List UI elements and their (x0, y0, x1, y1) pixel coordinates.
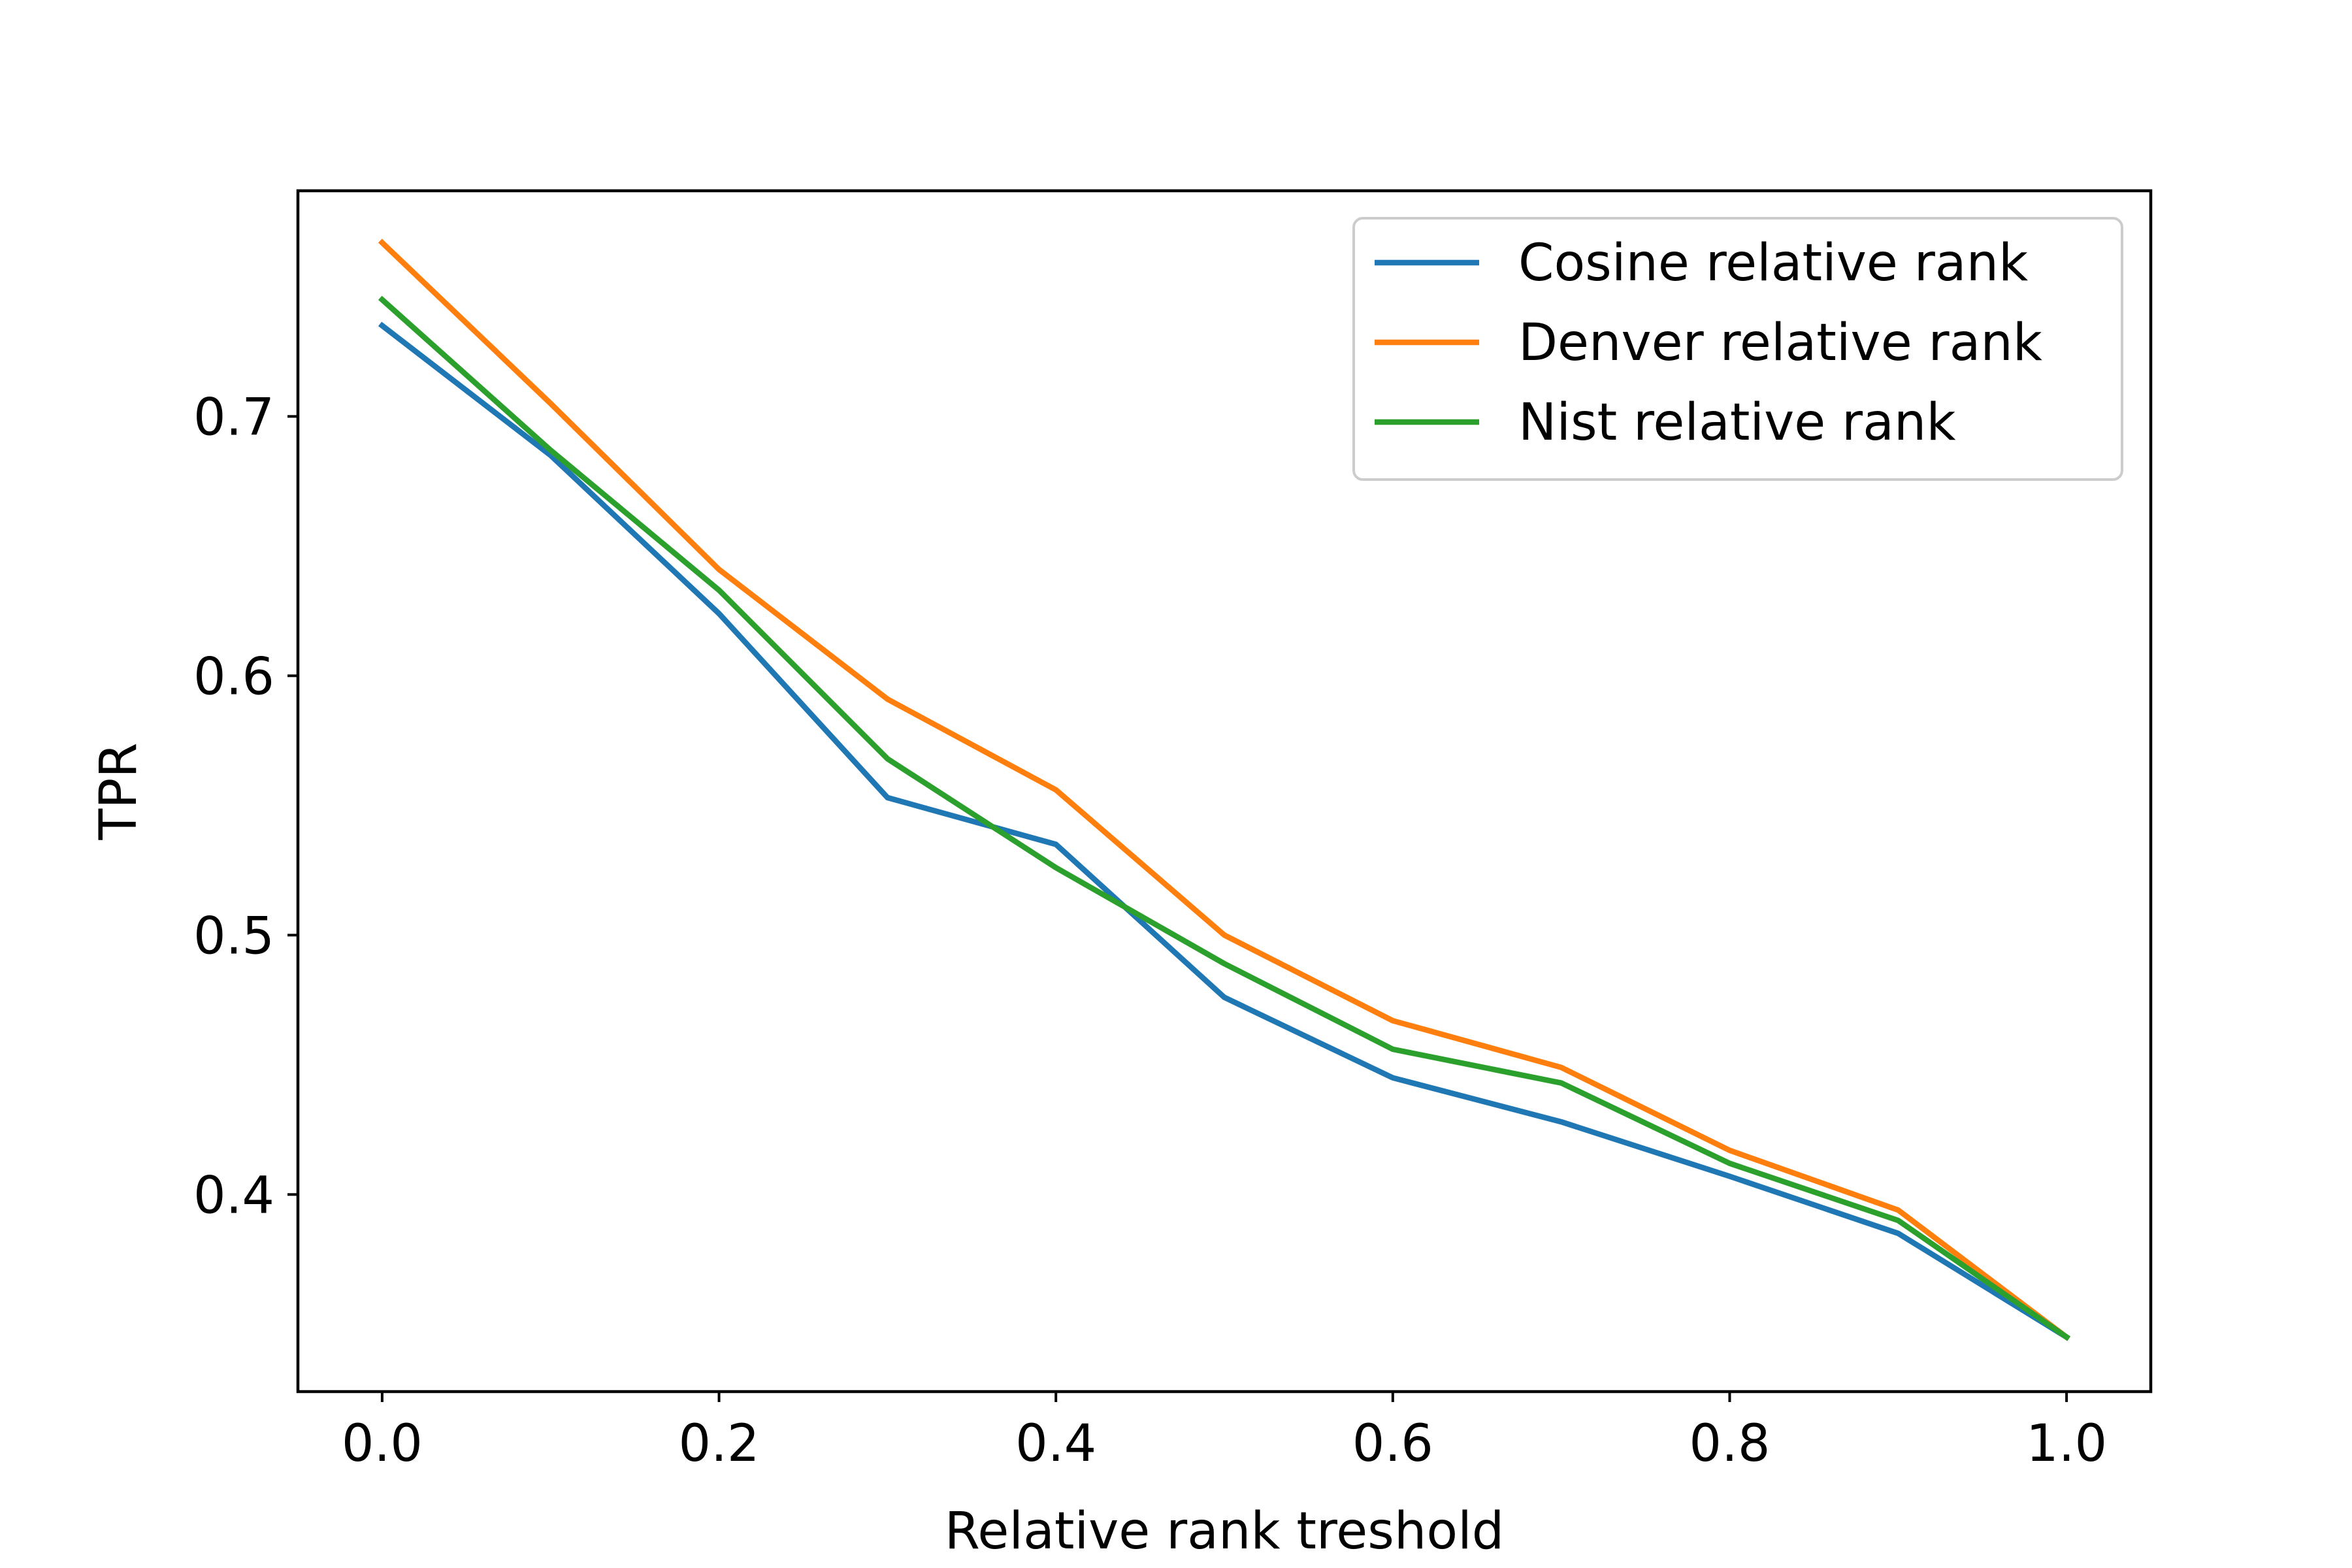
x-tick-label: 0.4 (1015, 1414, 1096, 1473)
x-tick-label: 0.2 (679, 1414, 760, 1473)
y-tick-label: 0.6 (193, 647, 274, 706)
x-tick-label: 0.6 (1352, 1414, 1433, 1473)
legend: Cosine relative rank Denver relative rank… (1352, 217, 2123, 481)
plot-frame (296, 189, 2153, 1394)
legend-label: Denver relative rank (1518, 314, 2042, 372)
y-tick-label: 0.7 (193, 388, 274, 447)
series-lines (378, 238, 2071, 1341)
legend-label: Cosine relative rank (1518, 234, 2028, 293)
y-tick-label: 0.4 (193, 1166, 274, 1225)
legend-label: Nist relative rank (1518, 393, 1956, 452)
x-tick-label: 0.8 (1689, 1414, 1770, 1473)
series-line-3 (378, 295, 2071, 1341)
series-line-2 (378, 238, 2071, 1341)
legend-box (1352, 217, 2123, 481)
x-tick-label: 1.0 (2026, 1414, 2107, 1473)
y-axis-label: TPR (90, 743, 148, 841)
series-line-1 (378, 321, 2070, 1341)
x-axis: 0.0 0.2 0.4 0.6 0.8 1.0 (342, 1392, 2107, 1473)
y-axis: 0.4 0.5 0.6 0.7 (193, 388, 298, 1225)
y-tick-label: 0.5 (193, 907, 274, 966)
x-tick-label: 0.0 (342, 1414, 423, 1473)
legend-items: Cosine relative rank Denver relative rank… (1375, 234, 2042, 452)
x-axis-label: Relative rank treshold (945, 1502, 1505, 1561)
